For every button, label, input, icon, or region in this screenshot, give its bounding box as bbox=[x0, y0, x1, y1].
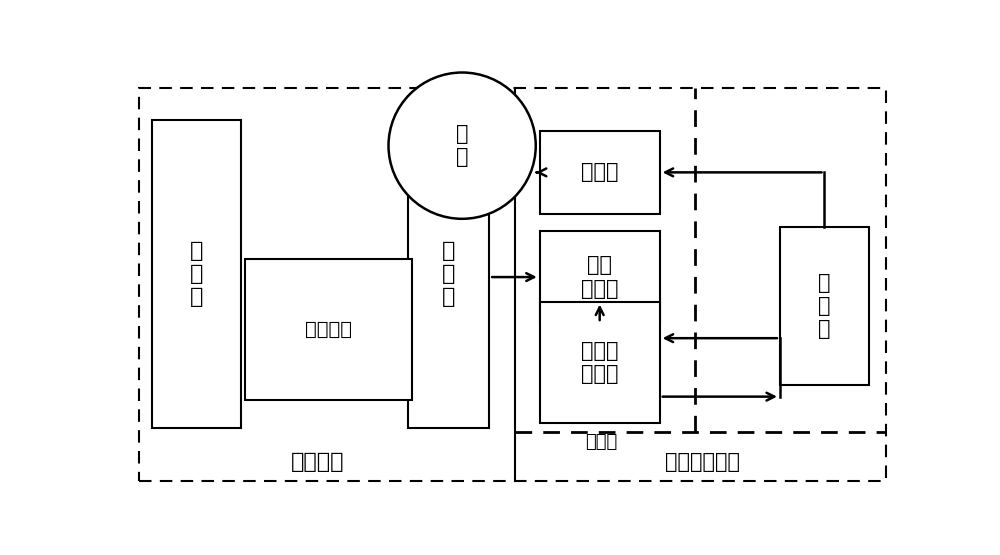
Text: 退役曲轴: 退役曲轴 bbox=[305, 320, 352, 339]
Text: 测量控制系统: 测量控制系统 bbox=[665, 452, 740, 472]
Text: 变频器: 变频器 bbox=[581, 163, 618, 183]
Text: 电
机: 电 机 bbox=[456, 124, 468, 167]
Text: 上
位
机: 上 位 机 bbox=[818, 273, 831, 339]
Bar bbox=[780, 227, 869, 385]
Bar bbox=[540, 302, 660, 423]
Text: 下位机: 下位机 bbox=[586, 433, 618, 451]
Bar bbox=[245, 259, 412, 400]
Bar bbox=[540, 231, 660, 323]
Ellipse shape bbox=[388, 73, 536, 219]
Text: 激
振
臂: 激 振 臂 bbox=[442, 241, 455, 307]
Bar bbox=[152, 120, 241, 428]
Text: 谐
振
臂: 谐 振 臂 bbox=[190, 241, 203, 307]
Bar bbox=[540, 130, 660, 214]
Text: 可编程
控制器: 可编程 控制器 bbox=[581, 341, 618, 384]
Text: 机械台架: 机械台架 bbox=[290, 452, 344, 472]
Text: 光电
编码器: 光电 编码器 bbox=[581, 255, 618, 299]
Bar bbox=[408, 120, 489, 428]
